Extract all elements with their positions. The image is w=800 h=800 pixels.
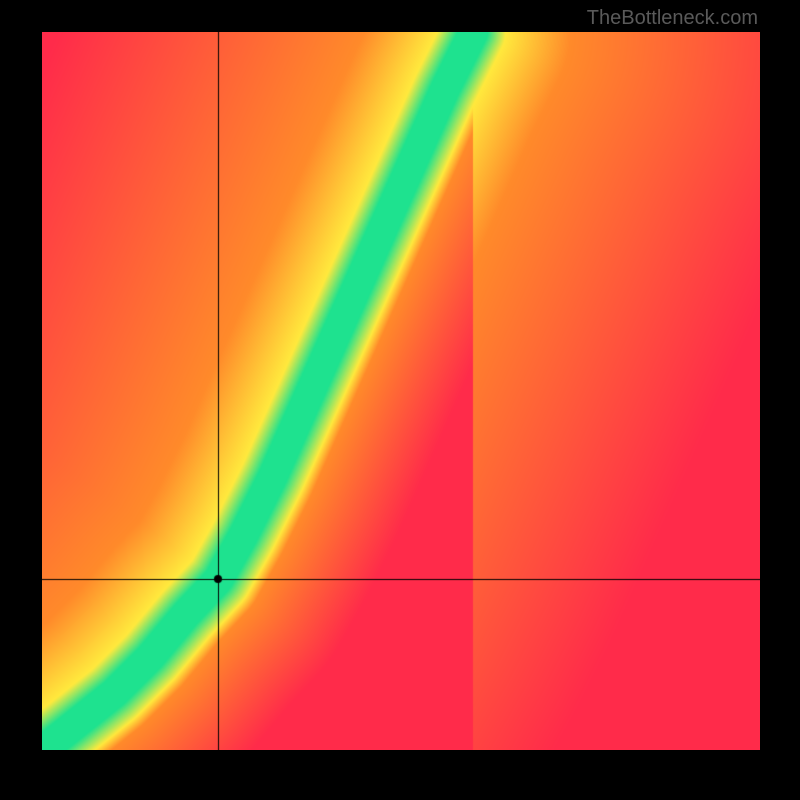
- bottleneck-heatmap: [42, 32, 760, 750]
- watermark-text: TheBottleneck.com: [587, 7, 758, 30]
- heatmap-canvas: [42, 32, 760, 750]
